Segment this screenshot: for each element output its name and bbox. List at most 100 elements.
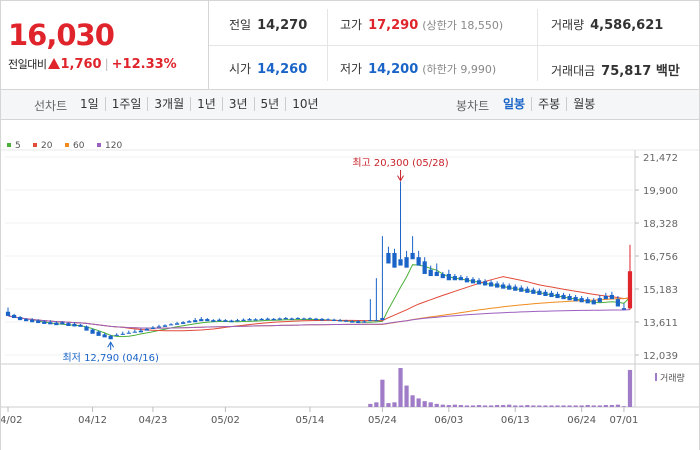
candle-body — [519, 287, 524, 292]
candle-tab-weekly[interactable]: 주봉 — [531, 97, 566, 111]
candle-body — [102, 334, 107, 338]
high-label: 고가 — [340, 18, 363, 32]
candle-body — [66, 323, 71, 327]
candle-body — [217, 319, 222, 322]
candle-body — [446, 273, 451, 281]
volume-bar — [410, 395, 415, 407]
price-chart: 21,472 19,900 18,328 16,756 15,183 13,611 12,0… — [0, 120, 700, 450]
candle-body — [17, 316, 23, 321]
candle-body — [452, 276, 457, 281]
x-tick-label: 04/12 — [78, 415, 107, 426]
change-amount: 1,760 — [60, 57, 102, 72]
candlestick-chart-svg: 21,472 19,900 18,328 16,756 15,183 13,611 12,0… — [1, 141, 699, 426]
candle-body — [428, 269, 433, 277]
candle-body — [410, 252, 415, 260]
candle-body — [543, 291, 548, 296]
candle-body — [138, 330, 143, 333]
high-arrowhead — [397, 175, 404, 182]
candle-body — [229, 320, 234, 323]
period-tab-1y[interactable]: 1년 — [190, 97, 222, 111]
period-tab-1d[interactable]: 1일 — [80, 97, 99, 111]
candle-body — [132, 331, 137, 333]
period-tab-5y[interactable]: 5년 — [253, 97, 286, 111]
candle-body — [42, 321, 47, 324]
x-tick-label: 05/24 — [368, 415, 397, 426]
volume-bar — [501, 405, 506, 407]
volume-bar — [434, 403, 439, 407]
high-stat: 고가 17,290 (상한가 18,550) — [340, 16, 503, 33]
candle-body — [60, 322, 65, 325]
candle-body — [507, 285, 512, 290]
candle-body — [380, 318, 385, 321]
ma-line-60 — [7, 297, 631, 329]
volume-bar — [495, 405, 500, 407]
volume-bar — [591, 405, 596, 407]
legend-swatch — [7, 143, 11, 147]
candle-body — [241, 319, 246, 321]
candle-body — [78, 324, 83, 327]
candle-body — [513, 286, 518, 291]
candle-body — [199, 319, 204, 322]
candle-body — [537, 290, 542, 295]
candle-body — [362, 321, 367, 323]
candle-body — [549, 292, 554, 298]
candle-body — [271, 318, 276, 321]
candle-body — [398, 259, 403, 266]
period-tab-3y[interactable]: 3년 — [221, 97, 254, 111]
candle-body — [301, 318, 307, 320]
line-chart-label: 선차트 — [34, 99, 68, 113]
candle-body — [386, 252, 391, 264]
chart-toolbar: 선차트 1일 1주일 3개월 1년 3년 5년 10년 봉차트 일봉 주봉 월봉 — [0, 90, 700, 120]
candle-body — [259, 318, 264, 321]
prev-close-stat: 전일 14,270 — [229, 16, 307, 33]
candle-body — [627, 271, 633, 309]
x-tick-label: 04/23 — [139, 415, 168, 426]
candle-body — [283, 318, 288, 320]
period-tab-1w[interactable]: 1주일 — [104, 97, 148, 111]
volume-bar — [603, 405, 608, 407]
candle-body — [615, 299, 621, 307]
candle-body — [350, 321, 355, 323]
legend-swatch — [97, 143, 101, 147]
legend-swatch — [65, 143, 69, 147]
candle-body — [621, 308, 627, 310]
candle-body — [338, 320, 343, 322]
volume-bar — [519, 405, 524, 407]
trade-value: 75,817 백만 — [601, 64, 680, 79]
candle-body — [90, 329, 95, 334]
candle-body — [48, 322, 53, 325]
candle-body — [11, 314, 17, 319]
volume-bar — [476, 405, 482, 407]
volume-bar — [621, 406, 627, 407]
period-tab-10y[interactable]: 10년 — [285, 97, 324, 111]
candle-chart-label: 봉차트 — [456, 99, 490, 113]
y-tick-label: 13,611 — [643, 318, 678, 329]
candle-body — [277, 318, 282, 320]
volume-bar — [368, 403, 373, 407]
volume-bar — [525, 405, 530, 407]
candle-body — [464, 278, 470, 283]
candle-body — [36, 320, 41, 324]
candle-body — [470, 279, 476, 284]
volume-stat: 거래량 4,586,621 — [551, 16, 663, 33]
candle-tab-daily[interactable]: 일봉 — [503, 97, 526, 111]
candle-body — [458, 277, 464, 281]
volume-bar — [513, 405, 518, 407]
candle-body — [531, 289, 536, 294]
candle-body — [344, 320, 349, 322]
legend-swatch — [33, 143, 37, 147]
candle-body — [579, 298, 584, 303]
period-tab-3m[interactable]: 3개월 — [147, 97, 190, 111]
volume-label: 거래량 — [551, 18, 585, 32]
y-tick-label: 21,472 — [643, 153, 678, 164]
y-tick-label: 19,900 — [643, 186, 678, 197]
y-tick-label: 16,756 — [643, 252, 678, 263]
candle-body — [5, 311, 11, 316]
low-annotation: 최저 12,790 (04/16) — [62, 352, 158, 364]
period-tabs: 1일 1주일 3개월 1년 3년 5년 10년 — [74, 97, 325, 111]
volume-bar — [597, 405, 602, 407]
candle-body — [313, 318, 319, 321]
candle-body — [253, 319, 258, 321]
candle-tab-monthly[interactable]: 월봉 — [566, 97, 601, 111]
volume-bar — [464, 405, 470, 407]
